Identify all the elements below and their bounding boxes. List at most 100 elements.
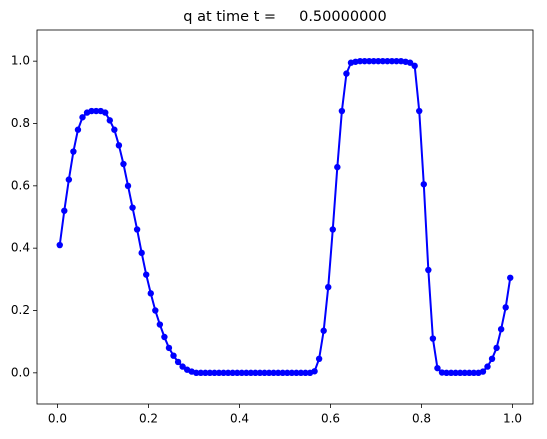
x-tick-label: 0.6 bbox=[321, 412, 340, 426]
plot-frame bbox=[36, 29, 534, 405]
data-point bbox=[229, 369, 236, 377]
data-point bbox=[92, 107, 100, 115]
data-point bbox=[111, 126, 118, 133]
data-point bbox=[288, 369, 296, 377]
data-point bbox=[297, 369, 305, 377]
y-tick-label: 0.4 bbox=[11, 241, 30, 255]
x-tick-label: 0.2 bbox=[139, 412, 158, 426]
y-tick-label: 1.0 bbox=[11, 54, 30, 68]
y-tick-label: 0.6 bbox=[11, 178, 30, 192]
data-point bbox=[447, 369, 455, 377]
data-point bbox=[124, 182, 132, 190]
data-point bbox=[406, 59, 414, 66]
data-line bbox=[58, 60, 512, 374]
data-point bbox=[215, 369, 223, 377]
data-point bbox=[174, 358, 182, 366]
data-point bbox=[88, 107, 95, 115]
data-point bbox=[416, 107, 423, 115]
data-point bbox=[456, 369, 464, 377]
data-point bbox=[106, 117, 114, 124]
data-point bbox=[138, 249, 145, 257]
y-tick-label: 0.2 bbox=[11, 303, 30, 317]
x-tick-label: 1.0 bbox=[503, 412, 522, 426]
data-point bbox=[393, 57, 400, 65]
data-point bbox=[315, 355, 323, 363]
data-point bbox=[152, 307, 159, 314]
data-point bbox=[502, 304, 509, 311]
data-point bbox=[493, 344, 500, 352]
data-point bbox=[443, 369, 450, 377]
data-point bbox=[161, 333, 168, 341]
data-point bbox=[388, 57, 396, 65]
data-point bbox=[370, 57, 377, 65]
data-point bbox=[497, 326, 505, 333]
data-point bbox=[484, 363, 491, 370]
data-point bbox=[265, 369, 273, 377]
data-point bbox=[179, 363, 186, 370]
data-point bbox=[247, 369, 255, 377]
data-point bbox=[365, 57, 373, 65]
data-point bbox=[434, 364, 441, 372]
data-point bbox=[420, 181, 427, 188]
data-point bbox=[120, 160, 127, 168]
x-tick-label: 0.4 bbox=[230, 412, 249, 426]
data-point bbox=[211, 369, 218, 377]
data-point bbox=[356, 57, 364, 65]
data-point bbox=[429, 335, 437, 342]
data-point bbox=[252, 369, 259, 377]
chart-title: q at time t = 0.50000000 bbox=[183, 9, 387, 25]
data-point bbox=[202, 369, 209, 377]
data-point bbox=[261, 369, 268, 377]
data-point bbox=[320, 327, 327, 334]
data-point bbox=[411, 62, 418, 70]
data-point bbox=[79, 114, 86, 121]
data-point bbox=[193, 369, 200, 377]
data-point bbox=[425, 266, 432, 274]
data-point bbox=[243, 369, 250, 377]
data-point bbox=[143, 271, 150, 278]
data-point bbox=[234, 369, 241, 377]
data-point bbox=[129, 204, 136, 211]
data-point bbox=[325, 283, 332, 291]
data-point bbox=[452, 369, 459, 377]
data-point bbox=[170, 352, 177, 359]
data-point bbox=[279, 369, 286, 377]
data-point bbox=[438, 369, 446, 376]
data-point bbox=[343, 70, 350, 77]
data-point bbox=[115, 142, 123, 149]
data-point bbox=[334, 163, 341, 171]
data-point bbox=[220, 369, 227, 377]
data-point bbox=[507, 274, 514, 281]
x-tick-label: 0.8 bbox=[412, 412, 431, 426]
data-point bbox=[470, 369, 478, 377]
data-point bbox=[74, 126, 82, 133]
data-point bbox=[65, 176, 73, 183]
data-point bbox=[338, 107, 346, 115]
data-point bbox=[147, 290, 154, 297]
data-point bbox=[361, 57, 368, 65]
data-point bbox=[479, 368, 487, 375]
data-point bbox=[311, 368, 318, 375]
data-point bbox=[274, 369, 282, 377]
data-point bbox=[224, 369, 232, 377]
data-point bbox=[284, 369, 291, 377]
data-point bbox=[302, 369, 309, 377]
data-point bbox=[293, 369, 300, 377]
data-point bbox=[270, 369, 277, 377]
y-tick-label: 0.8 bbox=[11, 116, 30, 130]
data-point bbox=[56, 241, 63, 249]
data-point bbox=[61, 207, 68, 214]
y-tick-label: 0.0 bbox=[11, 365, 30, 379]
data-point bbox=[133, 226, 141, 233]
data-point bbox=[70, 148, 77, 155]
data-point bbox=[466, 369, 473, 377]
data-point bbox=[488, 355, 496, 363]
data-point bbox=[197, 369, 205, 377]
data-point bbox=[379, 57, 387, 65]
data-point bbox=[461, 369, 468, 377]
data-point bbox=[156, 321, 164, 328]
data-point bbox=[238, 369, 245, 377]
data-point bbox=[375, 57, 382, 65]
data-point bbox=[256, 369, 264, 377]
